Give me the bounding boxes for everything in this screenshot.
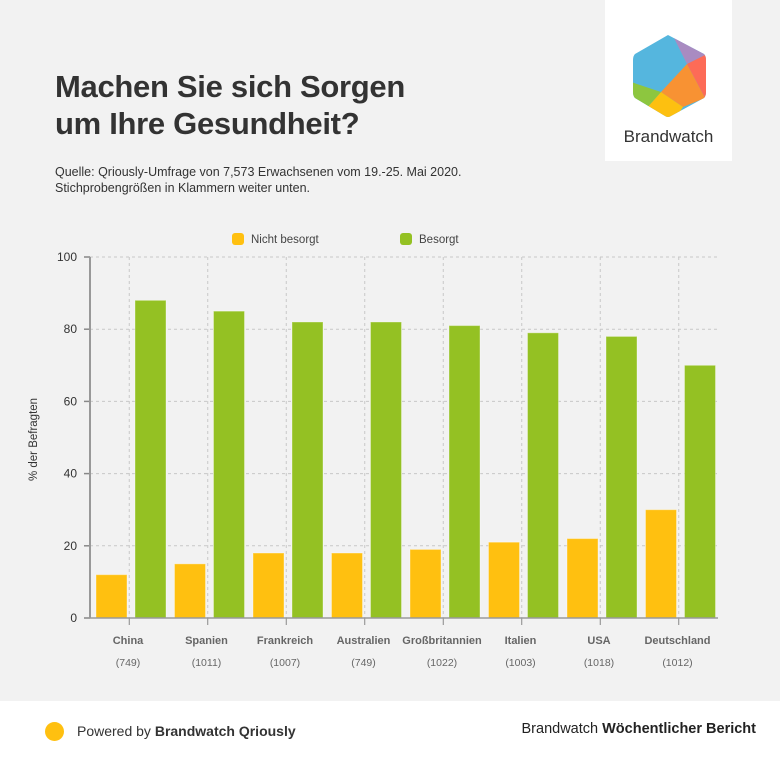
y-tick-label: 20 [64, 539, 78, 553]
powered-by-brand: Brandwatch Qriously [154, 723, 296, 739]
y-axis-label: % der Befragten [28, 398, 40, 481]
bar-nicht-besorgt [409, 548, 442, 619]
bar-besorgt [448, 325, 481, 619]
source-note: Quelle: Qriously-Umfrage von 7,573 Erwac… [55, 165, 462, 179]
powered-by: Powered by Brandwatch Qriously [77, 723, 296, 739]
sample-size-label: (749) [351, 657, 376, 669]
bar-nicht-besorgt [174, 563, 206, 619]
bar-besorgt [134, 299, 167, 619]
bar-besorgt [605, 335, 638, 619]
x-category-label: Großbritannien [402, 635, 482, 647]
bar-nicht-besorgt [95, 574, 128, 619]
report-title: Wöchentlicher Bericht [602, 721, 756, 737]
bar-nicht-besorgt [331, 552, 363, 619]
qriously-dot-icon [45, 722, 64, 741]
sample-size-label: (1018) [584, 657, 614, 669]
y-tick-label: 0 [70, 611, 77, 625]
sample-size-label: (1003) [505, 657, 535, 669]
bar-nicht-besorgt [488, 541, 520, 619]
bar-besorgt [370, 321, 402, 619]
x-category-label: Spanien [185, 635, 228, 647]
brandwatch-logo: Brandwatch [605, 0, 732, 161]
y-tick-label: 100 [57, 250, 77, 264]
legend-label: Besorgt [419, 234, 459, 246]
y-tick-label: 40 [64, 467, 78, 481]
bar-nicht-besorgt [645, 509, 677, 619]
page-title: Machen Sie sich Sorgen um Ihre Gesundhei… [55, 68, 405, 142]
bar-besorgt [291, 321, 324, 619]
x-category-label: China [113, 635, 144, 647]
bar-besorgt [527, 332, 559, 619]
logo-text: Brandwatch [623, 127, 714, 146]
title-line-2: um Ihre Gesundheit? [55, 106, 360, 141]
sample-size-label: (749) [116, 657, 141, 669]
sample-size-label: (1011) [192, 657, 222, 669]
footer: Powered by Brandwatch Qriously Brandwatc… [0, 701, 780, 760]
y-tick-label: 60 [64, 394, 78, 408]
legend-swatch-besorgt [400, 233, 412, 245]
bar-besorgt [684, 364, 716, 619]
subtitle: Quelle: Qriously-Umfrage von 7,573 Erwac… [55, 164, 461, 196]
legend-label: Nicht besorgt [251, 234, 320, 246]
sample-size-label: (1007) [270, 657, 300, 669]
bar-nicht-besorgt [252, 552, 285, 619]
y-tick-label: 80 [64, 322, 78, 336]
x-category-label: USA [587, 635, 610, 647]
sample-note: Stichprobengrößen in Klammern weiter unt… [55, 181, 310, 195]
report-prefix: Brandwatch [521, 721, 603, 737]
bar-chart: 0 20 40 60 80 100 China (749) Spanien (1011) Frank… [28, 233, 718, 669]
powered-by-prefix: Powered by [77, 723, 155, 739]
sample-size-label: (1012) [662, 657, 692, 669]
x-category-label: Italien [505, 635, 537, 647]
x-category-label: Frankreich [257, 635, 314, 647]
legend-swatch-nicht-besorgt [232, 233, 244, 245]
bar-besorgt [213, 310, 245, 619]
x-category-label: Deutschland [644, 635, 710, 647]
bar-nicht-besorgt [566, 538, 599, 619]
sample-size-label: (1022) [427, 657, 457, 669]
brandwatch-hexagon-icon [633, 35, 706, 117]
report-name: Brandwatch Wöchentlicher Bericht [522, 721, 757, 737]
x-category-label: Australien [337, 635, 391, 647]
title-line-1: Machen Sie sich Sorgen [55, 69, 406, 104]
